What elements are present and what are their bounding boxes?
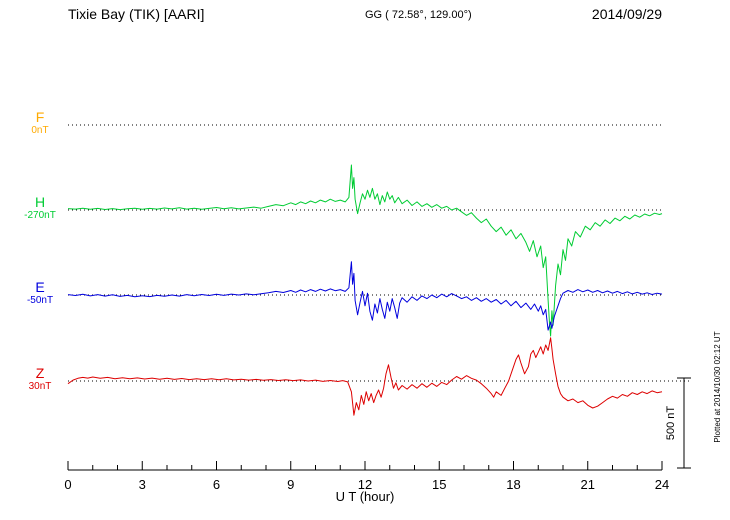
component-letter-E: E bbox=[35, 279, 45, 295]
series-label-Z: Z 30nT bbox=[10, 365, 70, 393]
component-baseline-E: -50nT bbox=[26, 295, 54, 306]
geographic-coordinates: GG ( 72.58°, 129.00°) bbox=[365, 9, 472, 21]
trace-E bbox=[67, 261, 663, 331]
component-letter-Z: Z bbox=[35, 365, 45, 381]
x-tick-label: 18 bbox=[506, 477, 520, 492]
series-label-F: F 0nT bbox=[10, 109, 70, 137]
component-baseline-H: -270nT bbox=[24, 210, 56, 221]
x-axis-label: U T (hour) bbox=[335, 489, 395, 504]
component-letter-H: H bbox=[34, 194, 46, 210]
plotted-timestamp-note: Plotted at 2014/10/30 02:12 UT bbox=[713, 331, 722, 443]
trace-H bbox=[67, 164, 663, 337]
x-tick-label: 15 bbox=[432, 477, 446, 492]
x-tick-label: 24 bbox=[655, 477, 669, 492]
x-tick-label: 9 bbox=[287, 477, 294, 492]
component-letter-F: F bbox=[35, 109, 45, 125]
x-tick-label: 3 bbox=[139, 477, 146, 492]
x-tick-label: 6 bbox=[213, 477, 220, 492]
trace-Z bbox=[67, 337, 663, 416]
series-label-H: H -270nT bbox=[10, 194, 70, 222]
date-label: 2014/09/29 bbox=[591, 6, 662, 22]
x-tick-label: 12 bbox=[358, 477, 372, 492]
station-title: Tixie Bay (TIK) [AARI] bbox=[68, 6, 205, 22]
scalebar-label: 500 nT bbox=[665, 405, 677, 441]
component-baseline-F: 0nT bbox=[31, 125, 49, 136]
x-tick-label: 0 bbox=[64, 477, 71, 492]
x-tick-label: 21 bbox=[581, 477, 595, 492]
component-baseline-Z: 30nT bbox=[28, 381, 52, 392]
series-label-E: E -50nT bbox=[10, 279, 70, 307]
